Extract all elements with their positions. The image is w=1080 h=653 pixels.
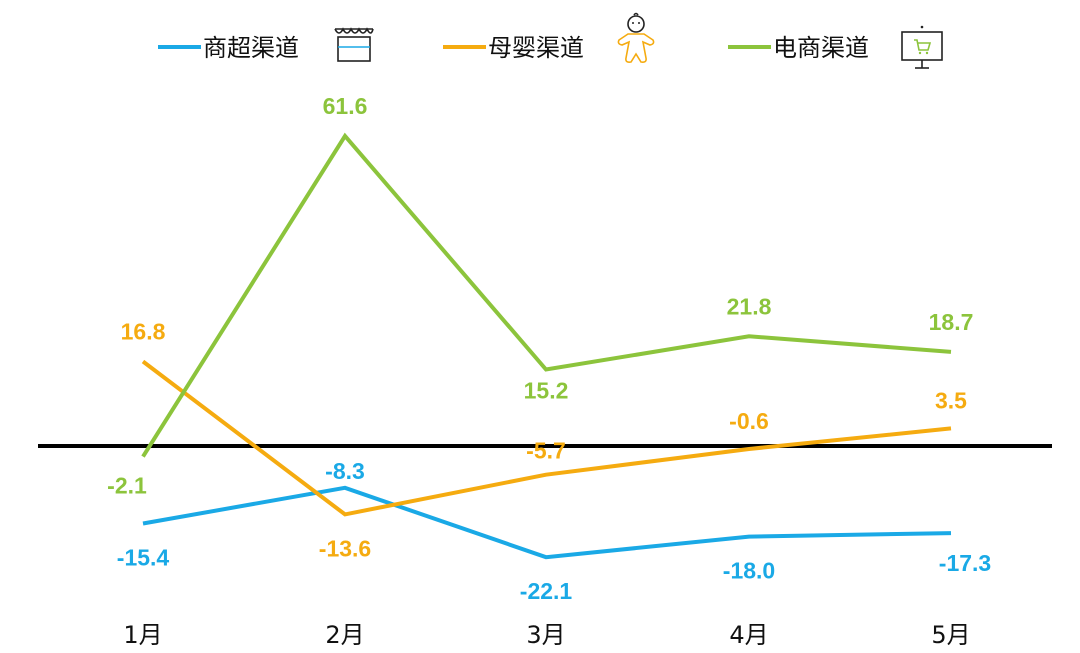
series-line-maternal	[141, 359, 952, 517]
data-label-retail-5: -17.3	[939, 550, 991, 576]
data-labels: -15.4 -8.3 -22.1 -18.0 -17.3 16.8 -13.6 -5.7 -0.…	[107, 93, 991, 604]
x-tick-label-4: 4月	[729, 621, 768, 649]
x-tick-label-3: 3月	[526, 621, 565, 649]
data-label-ecommerce-1: -2.1	[107, 473, 147, 499]
series-lines	[141, 132, 952, 560]
ecommerce-screen-icon	[901, 25, 943, 69]
data-label-maternal-5: 3.5	[935, 387, 967, 413]
data-label-retail-3: -22.1	[520, 578, 573, 604]
data-label-ecommerce-2: 61.6	[323, 93, 368, 119]
legend-item-ecommerce: 电商渠道	[728, 25, 943, 69]
data-label-ecommerce-4: 21.8	[727, 293, 772, 319]
data-label-maternal-2: -13.6	[319, 535, 371, 561]
data-label-retail-2: -8.3	[325, 458, 365, 484]
series-line-ecommerce	[141, 132, 952, 458]
data-label-maternal-3: -5.7	[526, 438, 566, 464]
data-label-retail-4: -18.0	[723, 558, 775, 584]
data-label-maternal-1: 16.8	[121, 319, 166, 345]
series-line-retail	[142, 485, 952, 560]
x-tick-label-5: 5月	[931, 621, 970, 649]
store-icon	[334, 27, 374, 62]
legend-label-retail: 商超渠道	[203, 34, 299, 62]
baby-icon	[617, 12, 655, 63]
x-axis-tick-labels: 1月 2月 3月 4月 5月	[123, 621, 970, 649]
legend-label-maternal: 母婴渠道	[488, 34, 584, 62]
x-tick-label-2: 2月	[325, 621, 364, 649]
legend-item-maternal: 母婴渠道	[443, 12, 655, 63]
legend-item-retail: 商超渠道	[158, 27, 374, 62]
data-label-ecommerce-5: 18.7	[929, 309, 974, 335]
legend-label-ecommerce: 电商渠道	[773, 34, 869, 62]
data-label-ecommerce-3: 15.2	[524, 378, 569, 404]
x-tick-label-1: 1月	[123, 621, 162, 649]
legend: 商超渠道 母婴渠道 电商渠道	[158, 12, 943, 69]
data-label-maternal-4: -0.6	[729, 408, 769, 434]
data-label-retail-1: -15.4	[117, 545, 170, 571]
